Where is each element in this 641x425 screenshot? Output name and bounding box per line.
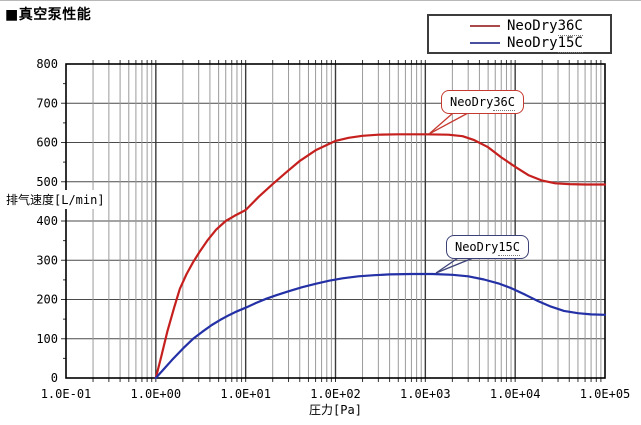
callout-tail-1 xyxy=(435,257,459,274)
y-tick-label-700: 700 xyxy=(36,96,58,110)
x-tick-label-1.0E+00: 1.0E+00 xyxy=(131,387,182,401)
callout-tail-0 xyxy=(428,112,454,135)
x-tick-label-1.0E+03: 1.0E+03 xyxy=(400,387,451,401)
callout-label: NeoDry15C xyxy=(454,240,521,256)
callout-tail-0 xyxy=(428,112,469,135)
plot-border xyxy=(65,63,606,379)
y-tick-label-500: 500 xyxy=(36,175,58,189)
callout-neodry36c[interactable]: NeoDry36C xyxy=(441,90,524,114)
legend-line-sample-blue xyxy=(470,41,500,44)
x-tick-label-1.0E-01: 1.0E-01 xyxy=(41,387,92,401)
x-tick-label-1.0E+01: 1.0E+01 xyxy=(220,387,271,401)
series-line-neodry15c[interactable] xyxy=(154,272,607,380)
legend-line-sample-red xyxy=(470,24,500,27)
x-tick-label-1.0E+04: 1.0E+04 xyxy=(490,387,541,401)
legend-label: NeoDry15C xyxy=(507,34,583,53)
x-tick-label-1.0E+02: 1.0E+02 xyxy=(310,387,361,401)
legend[interactable]: NeoDry36C NeoDry15C xyxy=(427,14,612,54)
callout-tail-1 xyxy=(435,257,474,274)
legend-item-neodry15c[interactable]: NeoDry15C xyxy=(429,34,610,53)
legend-item-neodry36c[interactable]: NeoDry36C xyxy=(429,17,610,36)
y-tick-label-300: 300 xyxy=(36,253,58,267)
y-tick-label-200: 200 xyxy=(36,293,58,307)
series-line-neodry36c[interactable] xyxy=(154,133,607,380)
callout-neodry15c[interactable]: NeoDry15C xyxy=(446,235,529,259)
y-axis-title: 排气速度[L/min] xyxy=(4,190,107,209)
y-tick-label-400: 400 xyxy=(36,214,58,228)
y-tick-label-100: 100 xyxy=(36,332,58,346)
chart-title: ■真空泵性能 xyxy=(5,7,92,23)
y-tick-label-800: 800 xyxy=(36,57,58,71)
legend-label: NeoDry36C xyxy=(507,17,583,36)
y-tick-label-600: 600 xyxy=(36,136,58,150)
callout-label: NeoDry36C xyxy=(449,95,516,111)
x-tick-label-1.0E+05: 1.0E+05 xyxy=(580,387,631,401)
x-axis-title: 圧力[Pa] xyxy=(309,403,362,417)
y-tick-label-0: 0 xyxy=(51,371,58,385)
